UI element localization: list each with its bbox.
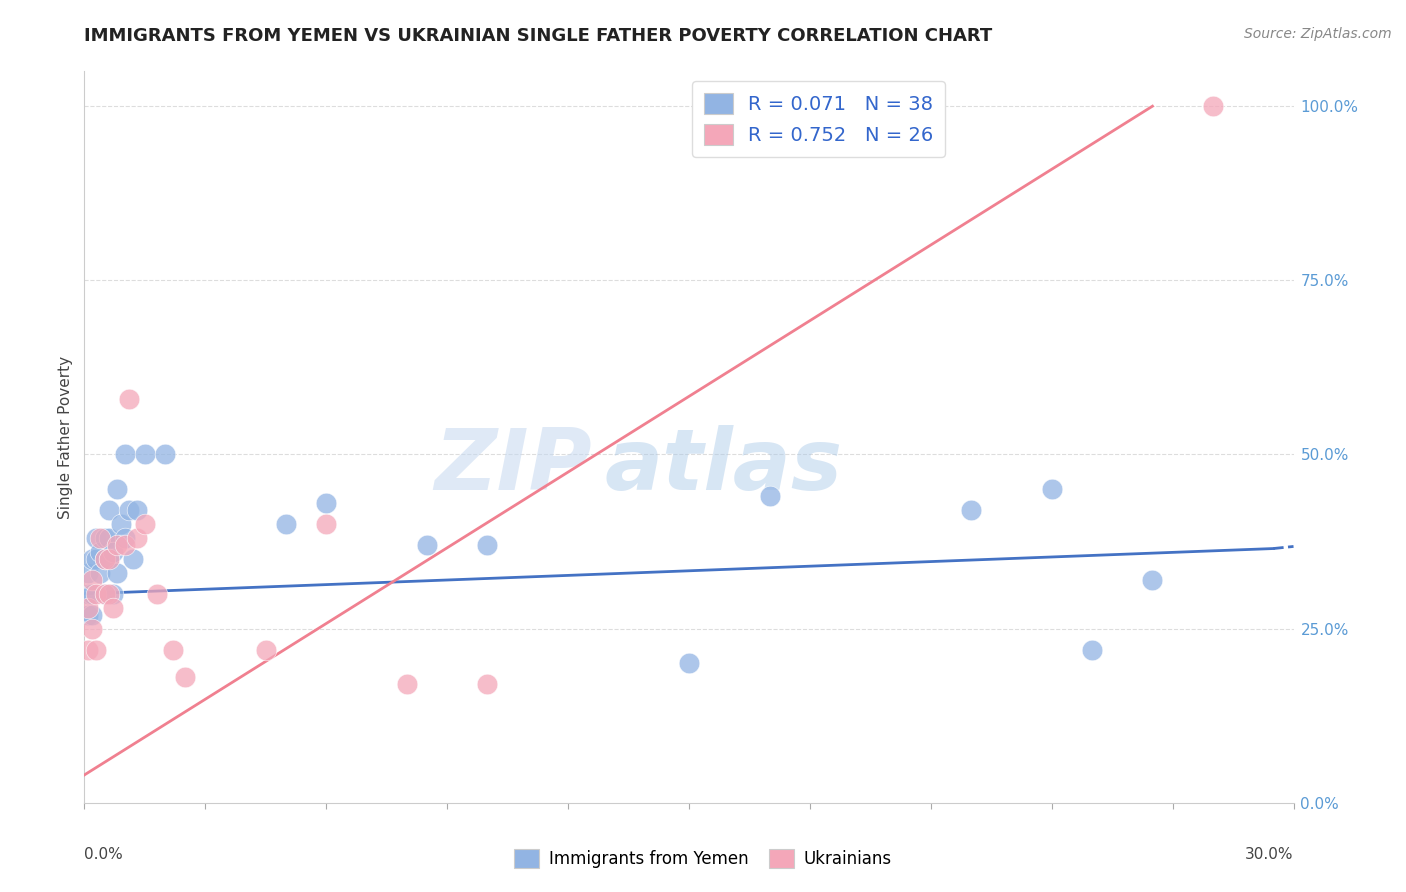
Point — [125, 531, 148, 545]
Legend: Immigrants from Yemen, Ukrainians: Immigrants from Yemen, Ukrainians — [508, 843, 898, 875]
Point — [758, 489, 780, 503]
Point — [86, 531, 108, 545]
Point — [134, 448, 156, 462]
Point — [1142, 573, 1164, 587]
Point — [395, 677, 418, 691]
Point — [678, 657, 700, 671]
Point — [97, 587, 120, 601]
Point — [82, 622, 104, 636]
Text: ZIP: ZIP — [434, 425, 592, 508]
Legend: R = 0.071   N = 38, R = 0.752   N = 26: R = 0.071 N = 38, R = 0.752 N = 26 — [692, 81, 945, 156]
Point — [960, 503, 983, 517]
Point — [105, 566, 128, 580]
Point — [274, 517, 297, 532]
Text: Source: ZipAtlas.com: Source: ZipAtlas.com — [1244, 27, 1392, 41]
Point — [477, 677, 499, 691]
Point — [93, 552, 115, 566]
Point — [118, 503, 141, 517]
Point — [162, 642, 184, 657]
Point — [77, 587, 100, 601]
Point — [93, 552, 115, 566]
Point — [89, 531, 111, 545]
Point — [77, 566, 100, 580]
Point — [97, 552, 120, 566]
Point — [82, 587, 104, 601]
Point — [93, 587, 115, 601]
Point — [118, 392, 141, 406]
Point — [315, 496, 337, 510]
Point — [97, 503, 120, 517]
Point — [97, 552, 120, 566]
Point — [477, 538, 499, 552]
Point — [93, 531, 115, 545]
Point — [174, 670, 197, 684]
Point — [89, 545, 111, 559]
Point — [1040, 483, 1063, 497]
Point — [105, 538, 128, 552]
Point — [101, 600, 124, 615]
Point — [315, 517, 337, 532]
Point — [101, 545, 124, 559]
Point — [121, 552, 143, 566]
Point — [254, 642, 277, 657]
Text: 0.0%: 0.0% — [84, 847, 124, 862]
Point — [86, 552, 108, 566]
Point — [125, 503, 148, 517]
Text: IMMIGRANTS FROM YEMEN VS UKRAINIAN SINGLE FATHER POVERTY CORRELATION CHART: IMMIGRANTS FROM YEMEN VS UKRAINIAN SINGL… — [84, 27, 993, 45]
Point — [110, 517, 132, 532]
Point — [97, 531, 120, 545]
Point — [86, 587, 108, 601]
Point — [82, 607, 104, 622]
Point — [82, 573, 104, 587]
Point — [105, 483, 128, 497]
Point — [89, 566, 111, 580]
Point — [114, 531, 136, 545]
Point — [1081, 642, 1104, 657]
Point — [77, 600, 100, 615]
Point — [114, 448, 136, 462]
Point — [1202, 99, 1225, 113]
Point — [82, 552, 104, 566]
Point — [77, 607, 100, 622]
Point — [416, 538, 439, 552]
Point — [93, 587, 115, 601]
Point — [86, 642, 108, 657]
Point — [77, 642, 100, 657]
Text: atlas: atlas — [605, 425, 842, 508]
Y-axis label: Single Father Poverty: Single Father Poverty — [58, 356, 73, 518]
Text: 30.0%: 30.0% — [1246, 847, 1294, 862]
Point — [101, 587, 124, 601]
Point — [153, 448, 176, 462]
Point — [879, 134, 901, 148]
Point — [134, 517, 156, 532]
Point — [114, 538, 136, 552]
Point — [146, 587, 169, 601]
